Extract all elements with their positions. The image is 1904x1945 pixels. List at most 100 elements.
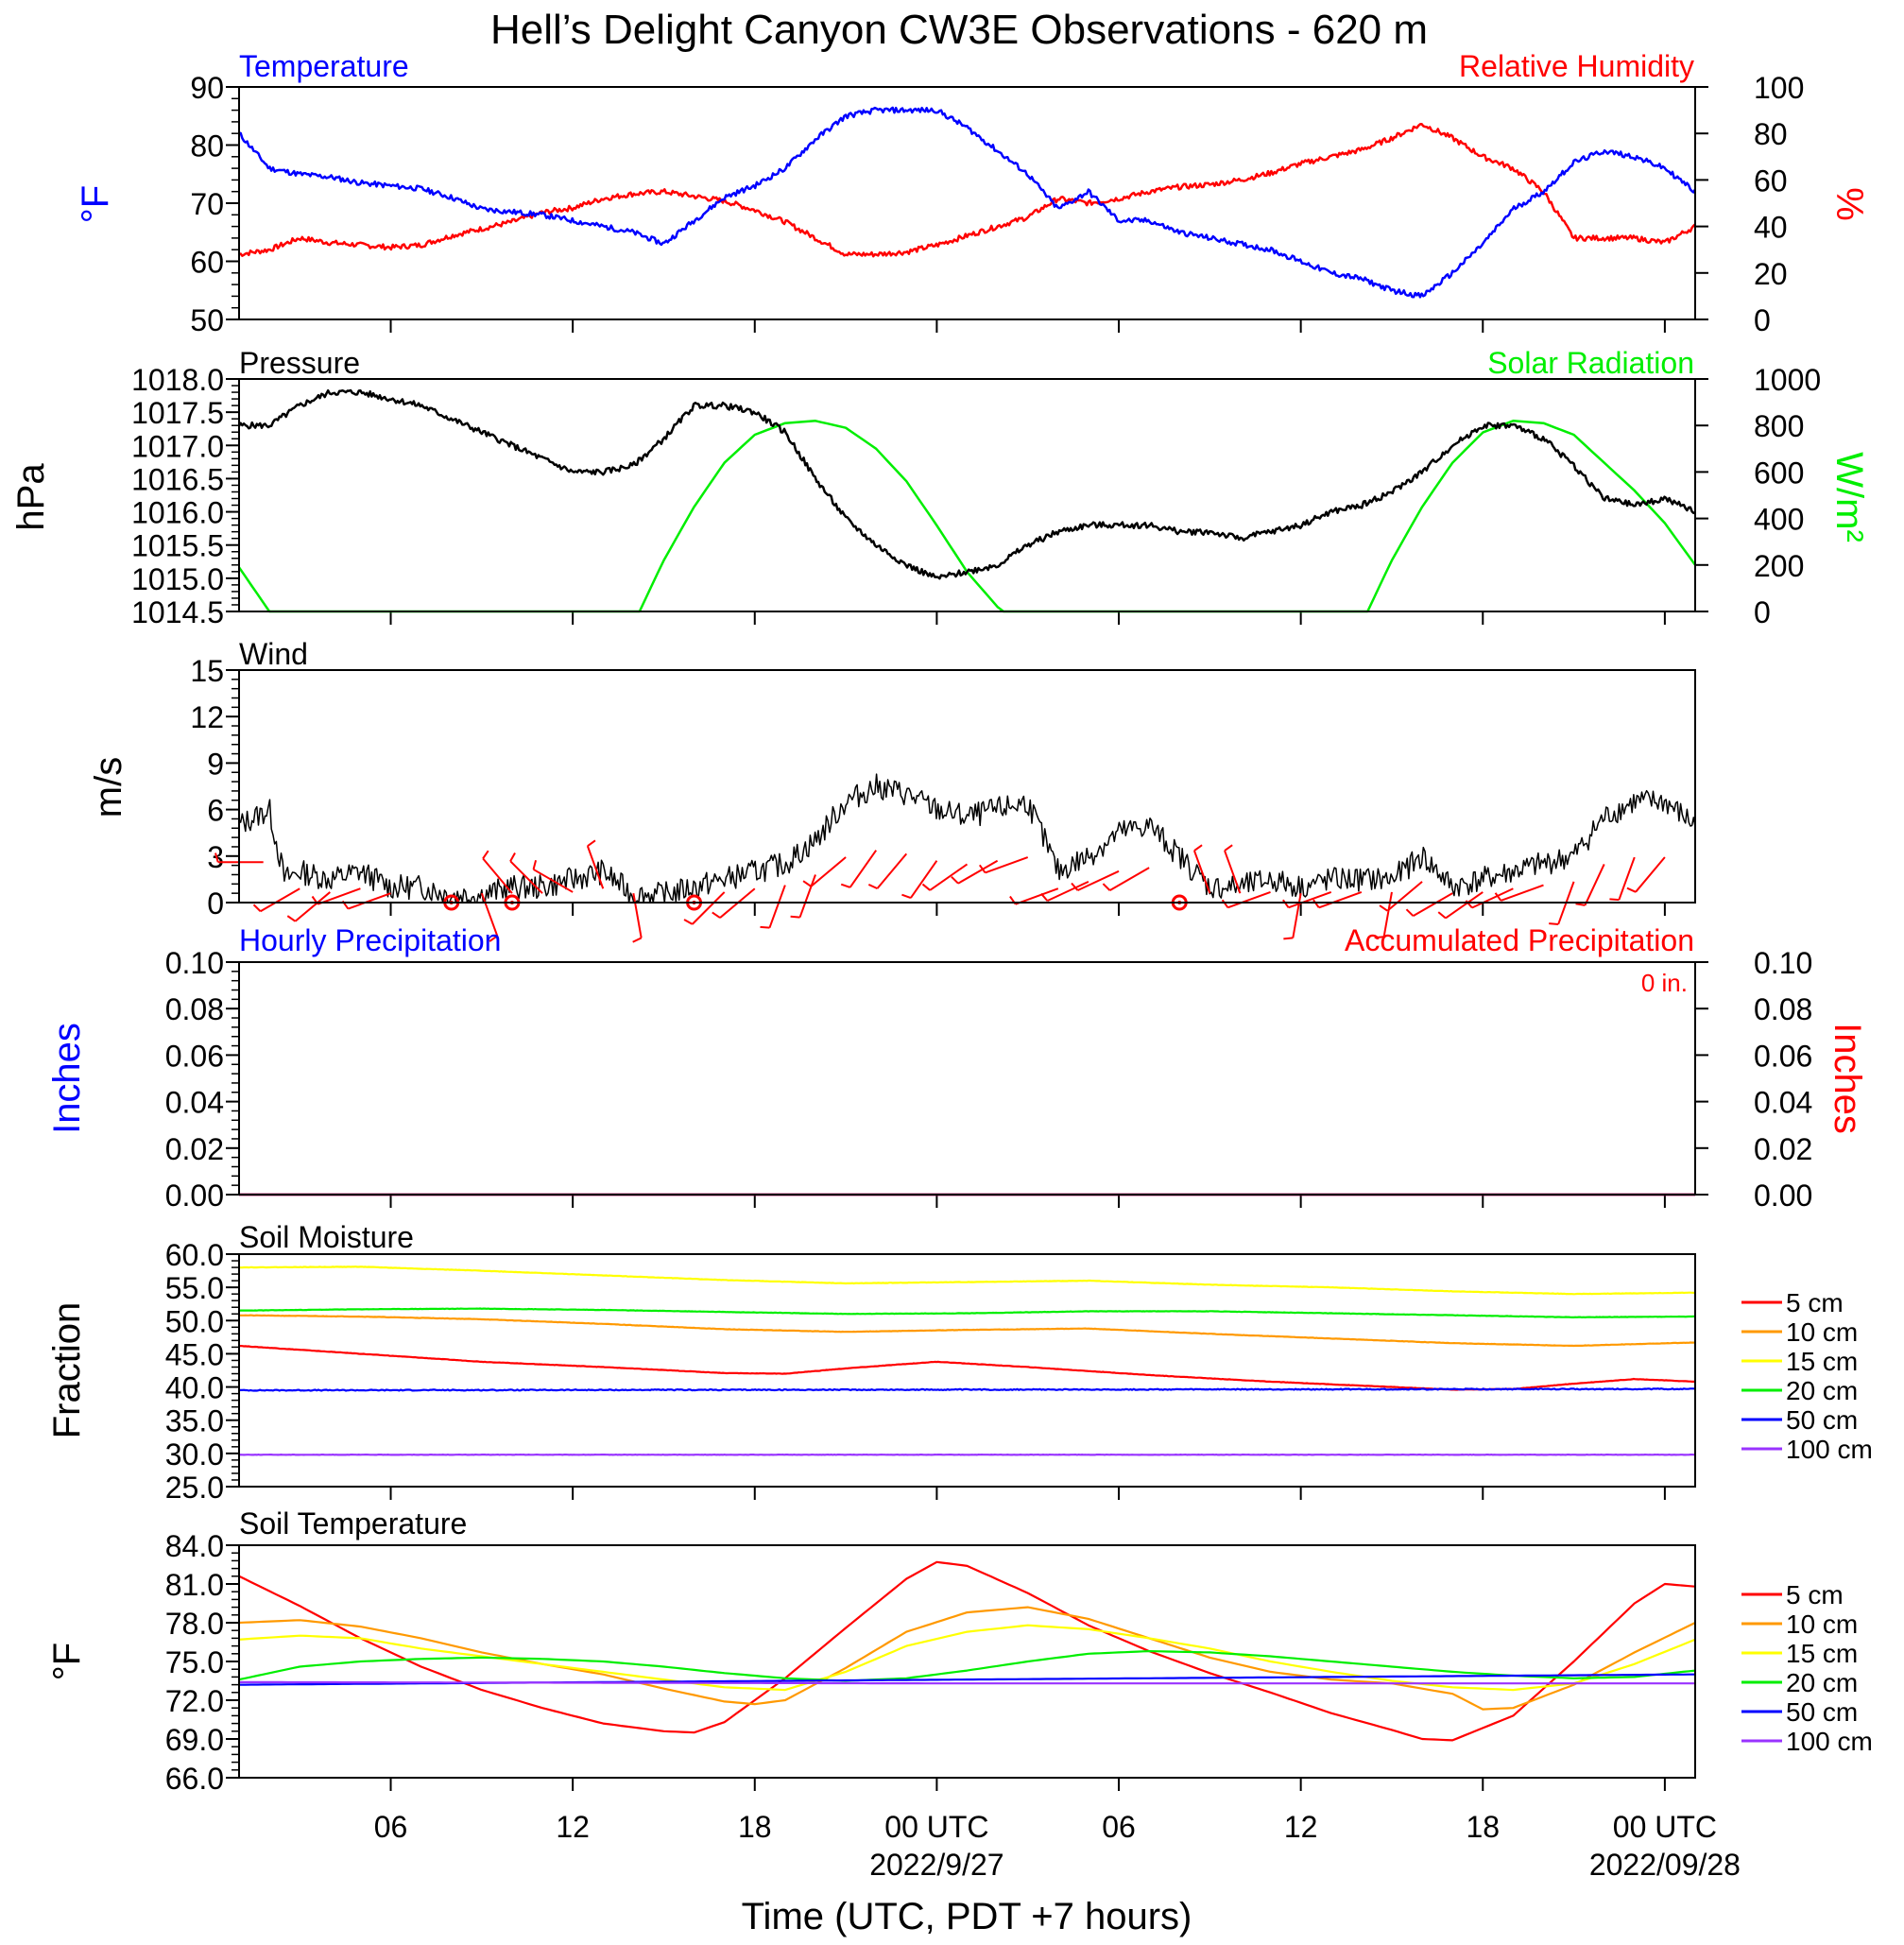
wind-barb xyxy=(586,845,605,889)
wind-barb-flag xyxy=(1405,908,1415,917)
wind-barb xyxy=(1224,850,1242,894)
wind-barb-flag xyxy=(802,880,812,887)
soil-temp-tick-label: 78.0 xyxy=(165,1607,224,1641)
wind-tick-label: 12 xyxy=(190,700,224,734)
soil-temp-label: Soil Temperature xyxy=(239,1506,467,1541)
soil-moisture-tick-label: 45.0 xyxy=(165,1337,224,1371)
pressure-tick-label: 1017.5 xyxy=(131,396,224,430)
accum-precip-tick-label: 0.04 xyxy=(1754,1086,1812,1120)
soil-temp-line xyxy=(238,1560,1696,1742)
accum-precip-tick-label: 0.10 xyxy=(1754,946,1812,980)
soil-moisture-ticks: 25.030.035.040.045.050.055.060.0 xyxy=(165,1238,239,1505)
wind-barb xyxy=(1077,869,1120,891)
time-tick-label: 12 xyxy=(1284,1810,1318,1844)
pressure-tick-label: 1015.0 xyxy=(131,562,224,596)
soil-temp-legend-item: 15 cm xyxy=(1786,1639,1858,1668)
pressure-ticks: 1014.51015.01015.51016.01016.51017.01017… xyxy=(131,363,239,629)
temperature-unit: °F xyxy=(75,185,116,223)
temperature-tick-label: 60 xyxy=(190,246,224,280)
wind-barb-flag xyxy=(790,915,800,919)
pressure-tick-label: 1015.5 xyxy=(131,529,224,563)
wind-barb-flag xyxy=(252,904,262,912)
time-tick-label: 18 xyxy=(738,1810,772,1844)
soil-moisture-tick-label: 30.0 xyxy=(165,1437,224,1472)
pressure-unit: hPa xyxy=(10,463,52,531)
wind-lines xyxy=(238,773,1696,916)
wind-barb-flag xyxy=(1193,844,1203,852)
solar-tick-label: 600 xyxy=(1754,456,1804,490)
time-axis-title: Time (UTC, PDT +7 hours) xyxy=(742,1896,1192,1937)
wind-barb-flag xyxy=(1224,844,1233,852)
temperature-ticks: 50 60 70 80 90 xyxy=(190,71,239,337)
panel-pressure-solar: Pressure Solar Radiation hPa W/m² 1014.5… xyxy=(10,346,1870,629)
soil-temp-tick-label: 84.0 xyxy=(165,1529,224,1563)
figure-title: Hell’s Delight Canyon CW3E Observations … xyxy=(490,7,1428,53)
wind-barb xyxy=(1471,887,1514,909)
accum-precip-ticks: 0.00 0.02 0.04 0.06 0.08 0.10 xyxy=(1695,946,1812,1213)
wind-barb xyxy=(1227,890,1271,909)
wind-tick-label: 3 xyxy=(207,840,224,874)
humidity-unit: % xyxy=(1828,187,1870,221)
wind-barb xyxy=(1386,881,1423,912)
wind-barb xyxy=(1445,891,1484,920)
wind-barb-flag xyxy=(712,911,721,919)
wind-barb-flag xyxy=(901,893,912,899)
temperature-tick-label: 90 xyxy=(190,71,224,105)
wind-barb xyxy=(929,863,969,891)
soil-temp-legend-item: 10 cm xyxy=(1786,1609,1858,1639)
humidity-tick-label: 0 xyxy=(1754,303,1771,337)
wind-barb xyxy=(876,852,908,889)
wind-barb-flag xyxy=(587,839,596,847)
soil-temp-line xyxy=(238,1624,1696,1692)
wind-barb xyxy=(1584,863,1605,906)
soil-temp-line xyxy=(238,1606,1696,1711)
wind-barb-flag xyxy=(1437,911,1447,920)
wind-barb xyxy=(798,874,816,918)
pressure-solar-frame xyxy=(238,378,1696,612)
soil-moisture-unit: Fraction xyxy=(46,1302,88,1439)
solar-tick-label: 1000 xyxy=(1754,363,1821,397)
soil-temp-legend-item: 20 cm xyxy=(1786,1668,1858,1697)
time-date-label: 2022/9/27 xyxy=(869,1848,1003,1882)
soil-moisture-tick-label: 25.0 xyxy=(165,1471,224,1505)
humidity-tick-label: 40 xyxy=(1754,211,1788,245)
wind-barb-flag xyxy=(1626,886,1637,893)
solar-ticks: 0 200 400 600 800 1000 xyxy=(1695,363,1821,629)
pressure-line xyxy=(237,388,1696,580)
hourly-precip-ticks: 0.00 0.02 0.04 0.06 0.08 0.10 xyxy=(165,946,239,1213)
precipitation-frame xyxy=(238,961,1696,1196)
humidity-tick-label: 100 xyxy=(1754,71,1804,105)
soil-moisture-line xyxy=(239,1265,1695,1296)
wind-barb xyxy=(1046,880,1089,903)
wind-barb-flag xyxy=(1221,899,1229,908)
hourly-precip-tick-label: 0.00 xyxy=(165,1179,224,1213)
temperature-tick-label: 70 xyxy=(190,187,224,221)
temperature-label: Temperature xyxy=(239,49,409,83)
time-tick-label: 06 xyxy=(374,1810,408,1844)
wind-barb xyxy=(985,856,1029,874)
soil-moisture-legend-item: 50 cm xyxy=(1786,1405,1858,1435)
soil-temp-tick-label: 81.0 xyxy=(165,1568,224,1602)
humidity-line xyxy=(238,123,1696,258)
wind-barb xyxy=(1382,891,1393,938)
wind-barb xyxy=(692,891,726,925)
wind-barb xyxy=(1318,890,1363,909)
hourly-precip-label: Hourly Precipitation xyxy=(239,923,501,957)
hourly-precip-tick-label: 0.02 xyxy=(165,1132,224,1166)
wind-barb-flag xyxy=(214,852,219,863)
solar-tick-label: 400 xyxy=(1754,503,1804,537)
wind-barb xyxy=(317,887,361,905)
solar-tick-label: 800 xyxy=(1754,409,1804,443)
solar-unit: W/m² xyxy=(1828,452,1870,542)
wind-unit: m/s xyxy=(88,757,129,818)
accum-precip-unit: Inches xyxy=(1827,1023,1868,1134)
pressure-tick-label: 1016.5 xyxy=(131,462,224,496)
soil-moisture-line xyxy=(238,1387,1696,1392)
humidity-tick-label: 20 xyxy=(1754,257,1788,291)
pressure-tick-label: 1017.0 xyxy=(131,429,224,463)
soil-moisture-tick-label: 60.0 xyxy=(165,1238,224,1272)
soil-temp-legend-item: 50 cm xyxy=(1786,1697,1858,1727)
time-date-label: 2022/09/28 xyxy=(1589,1848,1741,1882)
